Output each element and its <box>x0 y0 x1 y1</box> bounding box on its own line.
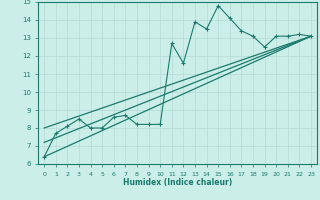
X-axis label: Humidex (Indice chaleur): Humidex (Indice chaleur) <box>123 178 232 187</box>
